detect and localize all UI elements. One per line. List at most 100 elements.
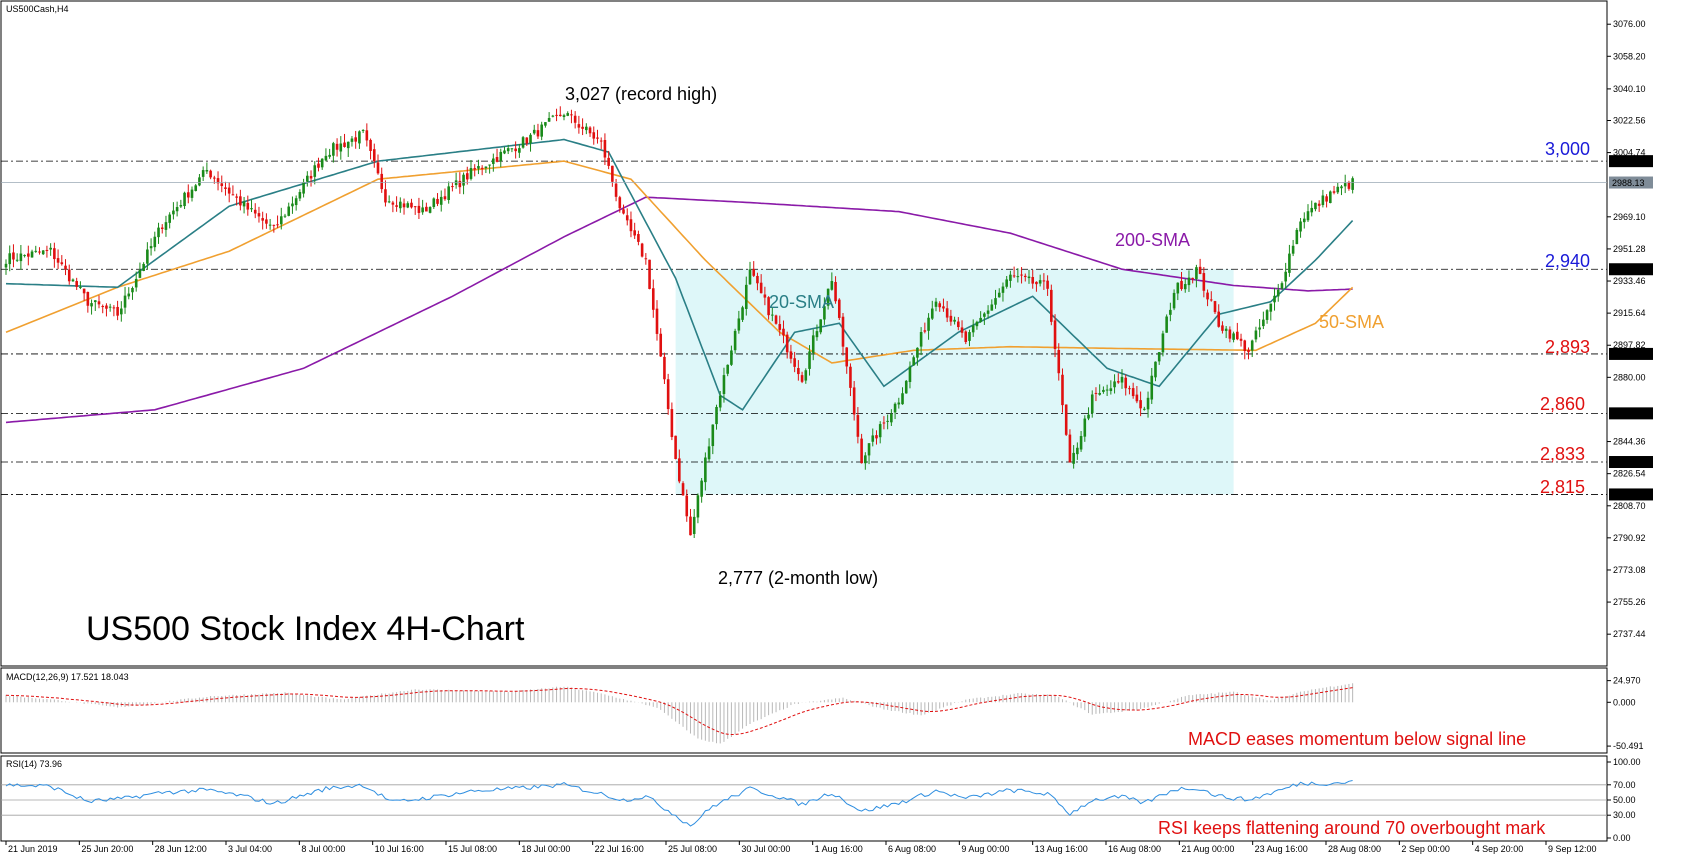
candle-body [23, 255, 26, 257]
candle-body [1072, 452, 1075, 464]
candle-body [138, 270, 142, 278]
time-tick-label: 28 Jun 12:00 [155, 844, 207, 854]
candle-body [53, 248, 56, 260]
candle-body [1023, 275, 1027, 278]
candle-body [1161, 333, 1165, 353]
macd-panel-frame [0, 667, 1608, 754]
candle-body [1321, 195, 1325, 206]
candle-body [41, 250, 45, 255]
candle-body [1288, 253, 1291, 273]
candle-body [432, 198, 436, 207]
candle-body [611, 165, 614, 182]
candle-body [1012, 275, 1016, 277]
candle-body [964, 331, 968, 342]
candle-body [1262, 319, 1265, 327]
candle-body [1306, 211, 1310, 221]
candle-body [949, 315, 953, 322]
candle-body [1221, 325, 1224, 331]
price-tick-label: 3040.10 [1613, 84, 1646, 94]
candle-body [1083, 418, 1087, 437]
candle-body [339, 143, 343, 152]
macd-tick-label: -50.491 [1613, 741, 1644, 751]
candle-body [767, 297, 770, 316]
candle-body [343, 142, 346, 147]
level-axis-label-2815-box [1609, 488, 1653, 501]
candle-body [1042, 280, 1046, 282]
candle-body [1035, 281, 1038, 285]
level-axis-label-2833-box [1609, 456, 1653, 469]
candle-body [64, 265, 67, 270]
candle-body [272, 224, 276, 226]
candle-body [8, 253, 12, 265]
candle-body [901, 393, 904, 405]
candle-body [1005, 279, 1008, 287]
candle-body [391, 202, 395, 205]
candle-body [704, 457, 707, 483]
candle-body [1314, 202, 1317, 210]
candle-body [722, 375, 726, 395]
candle-body [1128, 388, 1131, 390]
candle-body [216, 178, 220, 184]
candle-body [945, 308, 949, 318]
candle-body [886, 420, 889, 422]
candle-body [253, 209, 257, 214]
candle-body [127, 293, 131, 297]
candle-body [1027, 276, 1031, 279]
time-tick-label: 1 Aug 16:00 [815, 844, 863, 854]
candle-body [558, 114, 562, 117]
two-month-low-annotation: 2,777 (2-month low) [718, 568, 878, 588]
candle-body [324, 155, 328, 161]
candle-body [1113, 381, 1116, 388]
candle-body [570, 114, 573, 116]
candle-body [213, 177, 216, 179]
candle-body [800, 375, 804, 382]
price-tick-label: 2755.26 [1613, 597, 1646, 607]
price-tick-label: 2808.70 [1613, 501, 1646, 511]
candle-body [1265, 310, 1269, 320]
candle-body [306, 175, 309, 182]
candle-body [179, 204, 183, 207]
candle-body [737, 318, 741, 331]
candle-body [484, 166, 488, 169]
candle-body [670, 409, 674, 438]
candle-body [741, 307, 744, 320]
candle-body [1243, 340, 1247, 351]
time-tick-label: 10 Jul 16:00 [375, 844, 424, 854]
candle-body [529, 134, 532, 143]
time-tick-label: 6 Aug 08:00 [888, 844, 936, 854]
candle-body [1329, 191, 1332, 204]
candle-body [763, 294, 767, 298]
candle-body [153, 236, 157, 248]
candle-body [365, 130, 369, 141]
candle-body [744, 284, 748, 309]
consolidation-box [675, 269, 1234, 495]
candle-body [477, 166, 480, 169]
candle-body [71, 279, 75, 282]
candle-body [257, 213, 261, 217]
candle-body [1053, 320, 1057, 350]
candle-body [726, 364, 729, 374]
candle-body [1347, 182, 1351, 189]
candle-body [518, 148, 521, 153]
candle-body [696, 495, 700, 518]
candle-body [131, 288, 134, 293]
candle-body [826, 288, 830, 306]
candle-body [209, 170, 212, 178]
candle-body [4, 263, 8, 268]
candle-body [1180, 280, 1183, 290]
candle-body [142, 263, 145, 271]
candle-body [410, 202, 413, 208]
candle-body [1295, 229, 1299, 245]
candle-body [782, 328, 785, 336]
sma50-annotation: 50-SMA [1319, 312, 1384, 332]
rsi-panel-frame [0, 755, 1608, 842]
candle-body [614, 183, 618, 197]
candle-body [752, 268, 756, 276]
candle-body [346, 141, 350, 149]
candle-body [1351, 178, 1354, 190]
candle-body [1057, 350, 1061, 374]
candle-body [1202, 273, 1206, 291]
candle-body [793, 358, 796, 367]
candle-body [1064, 404, 1068, 435]
level-axis-label-2860-box [1609, 407, 1653, 420]
